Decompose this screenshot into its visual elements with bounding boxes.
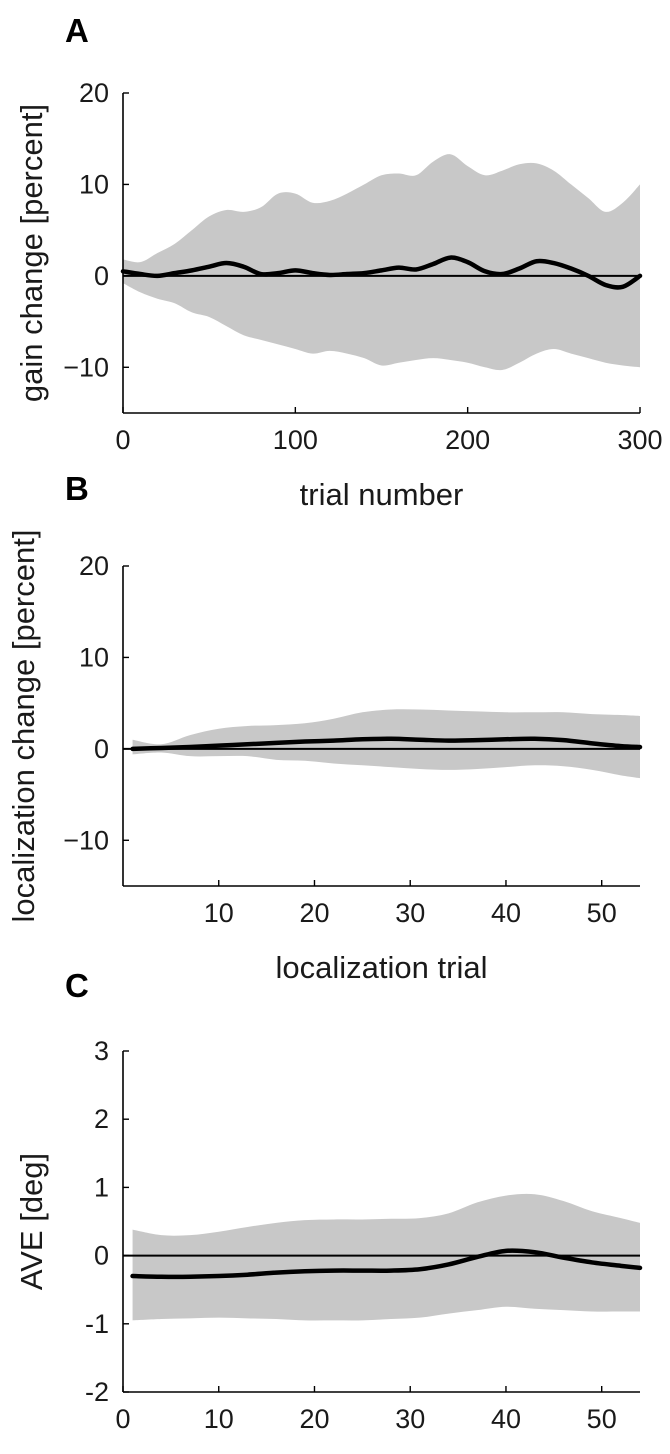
panel-c-y-tick-label: -1 — [85, 1309, 109, 1339]
panel-a-y-tick-label: −10 — [63, 352, 109, 382]
panel-c-y-tick-label: 0 — [94, 1241, 109, 1271]
panel-b-x-axis-label: localization trial — [276, 950, 488, 985]
panel-a-letter: A — [65, 12, 89, 49]
panel-b-mean-line — [130, 736, 643, 752]
panel-a-y-tick-label: 20 — [79, 78, 109, 108]
panel-a-x-tick-label: 300 — [617, 425, 662, 455]
panel-a-y-axis-label: gain change [percent] — [14, 104, 49, 402]
panel-b-y-tick-label: −10 — [63, 825, 109, 855]
panel-b-y-axis-label: localization change [percent] — [6, 530, 41, 923]
panel-c-x-tick-label: 10 — [204, 1404, 234, 1434]
panel-c-y-tick-label: 3 — [94, 1036, 109, 1066]
panel-b-x-tick-label: 30 — [395, 898, 425, 928]
panel-c-y-tick-label: 1 — [94, 1172, 109, 1202]
panel-c-mean-line — [130, 1248, 643, 1280]
panel-b-x-tick-label: 20 — [299, 898, 329, 928]
panel-b-y-tick-label: 0 — [94, 734, 109, 764]
panel-b-confidence-band — [132, 709, 640, 779]
panel-a-x-tick-label: 0 — [115, 425, 130, 455]
panel-c-x-tick-label: 40 — [491, 1404, 521, 1434]
panel-b-y-tick-label: 20 — [79, 551, 109, 581]
panel-b: 20 10 0 −10 10 20 30 40 50 localization trial loca… — [6, 470, 643, 985]
panel-b-x-tick-label: 50 — [587, 898, 617, 928]
panel-b-x-tick-label: 40 — [491, 898, 521, 928]
panel-a-confidence-band — [123, 154, 640, 371]
panel-c-x-tick-label: 50 — [587, 1404, 617, 1434]
panel-a-y-tick-label: 10 — [79, 169, 109, 199]
panel-c-x-tick-label: 30 — [395, 1404, 425, 1434]
panel-a-x-axis-label: trial number — [300, 477, 464, 512]
panel-c-y-axis-label: AVE [deg] — [14, 1153, 49, 1290]
panel-a-mean-line — [120, 255, 643, 290]
panel-c-y-tick-label: 2 — [94, 1104, 109, 1134]
panel-a-x-tick-label: 200 — [445, 425, 490, 455]
panel-a-x-tick-label: 100 — [273, 425, 318, 455]
panel-c-x-tick-label: 20 — [299, 1404, 329, 1434]
panel-b-letter: B — [65, 470, 89, 507]
panel-c-confidence-band — [132, 1193, 640, 1321]
panel-a-y-tick-label: 0 — [94, 261, 109, 291]
panel-b-x-tick-label: 10 — [204, 898, 234, 928]
panel-c-letter: C — [65, 967, 89, 1004]
panel-c-y-tick-label: -2 — [85, 1377, 109, 1407]
panel-c-x-tick-label: 0 — [115, 1404, 130, 1434]
panel-b-y-tick-label: 10 — [79, 642, 109, 672]
